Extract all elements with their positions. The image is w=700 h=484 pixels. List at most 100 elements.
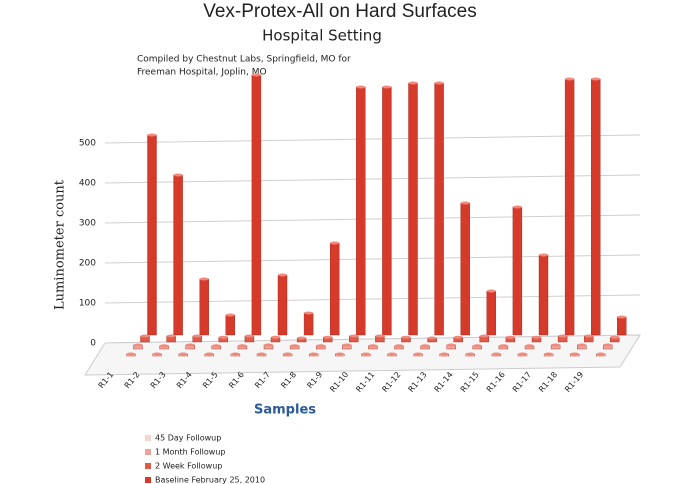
grid-line <box>104 134 641 144</box>
bar-top <box>544 352 554 356</box>
bar-top <box>505 335 515 339</box>
bar-top <box>278 273 287 277</box>
bar-top <box>218 335 228 339</box>
note: Freeman Hospital, Joplin, MO <box>137 68 267 78</box>
bar-top <box>283 352 293 356</box>
bar-top <box>610 335 620 339</box>
bar-top <box>173 173 183 177</box>
bar <box>303 312 314 336</box>
bar-top <box>539 253 548 257</box>
bar-top <box>297 336 307 340</box>
grid-line <box>104 254 641 264</box>
bar-top <box>199 277 209 281</box>
bar <box>591 78 601 336</box>
bar-top <box>434 81 444 85</box>
bar-top <box>591 77 601 81</box>
bar <box>486 290 496 336</box>
bar-top <box>603 343 613 347</box>
bar-top <box>460 201 470 205</box>
bar-top <box>140 334 150 338</box>
bar <box>251 74 262 336</box>
y-tick-label: 400 <box>79 179 96 189</box>
bar-top <box>204 352 214 356</box>
bar-top <box>453 335 463 339</box>
y-tick-label: 300 <box>79 219 96 229</box>
bar-top <box>316 344 326 348</box>
bar-top <box>577 343 587 347</box>
bar <box>382 86 392 336</box>
bar-top <box>356 85 366 89</box>
bar-top <box>551 343 561 347</box>
legend-swatch <box>145 477 151 483</box>
bar-top <box>185 343 195 347</box>
bar <box>225 314 236 336</box>
x-tick-label: R1-19 <box>563 370 585 394</box>
x-tick-label: R1-12 <box>380 370 402 394</box>
bar-top <box>211 344 221 348</box>
bar-top <box>427 336 437 340</box>
bar-top <box>472 344 482 348</box>
bar <box>564 78 575 336</box>
bar-top <box>147 133 157 137</box>
bar-top <box>565 77 575 81</box>
x-tick-label: R1-16 <box>485 370 507 394</box>
y-axis-label: Luminometer count <box>53 179 68 310</box>
bar-top <box>479 334 489 338</box>
x-tick-label: R1-11 <box>354 370 376 394</box>
bar <box>512 206 523 336</box>
bar-top <box>192 334 202 338</box>
bar <box>617 316 627 336</box>
bar-top <box>271 335 280 339</box>
legend-label: Baseline February 25, 2010 <box>155 476 265 484</box>
bar <box>277 274 288 336</box>
bar-top <box>244 334 254 338</box>
bar-top <box>512 205 522 209</box>
bar-top <box>178 352 188 356</box>
bar-top <box>237 344 247 348</box>
bar-top <box>375 334 385 338</box>
bar-top <box>361 352 371 356</box>
x-tick-label: R1-15 <box>459 370 481 394</box>
bar-top <box>225 313 235 317</box>
bar-top <box>264 343 273 347</box>
x-tick-label: R1-17 <box>511 370 533 394</box>
y-tick-label: 500 <box>79 139 96 149</box>
bar-top <box>498 344 508 348</box>
bar-top <box>166 334 176 338</box>
bar-top <box>486 289 496 293</box>
bar-top <box>491 352 501 356</box>
bar-top <box>335 352 345 356</box>
x-tick-label: R1-14 <box>433 370 455 394</box>
bar-top <box>596 352 606 356</box>
note: Compiled by Chestnut Labs, Springfield, … <box>137 55 351 65</box>
legend-label: 45 Day Followup <box>155 434 221 443</box>
x-tick-label: R1-8 <box>279 370 298 390</box>
bar-top <box>420 344 430 348</box>
x-tick-label: R1-18 <box>537 370 559 394</box>
bar-top <box>290 344 300 348</box>
bar-top <box>368 344 378 348</box>
bar-top <box>570 352 580 356</box>
bar-top <box>230 352 240 356</box>
legend-label: 2 Week Followup <box>155 462 222 471</box>
x-tick-label: R1-10 <box>328 370 350 394</box>
bar-top <box>382 85 392 89</box>
x-axis-label: Samples <box>254 403 316 418</box>
bar <box>434 82 444 336</box>
bar-top <box>532 335 541 339</box>
bar-top <box>617 315 627 319</box>
bar <box>330 242 340 336</box>
chart-title: Vex-Protex-All on Hard Surfaces <box>203 1 477 22</box>
bar-top <box>525 344 534 348</box>
bar-top <box>323 335 333 339</box>
bar <box>173 174 183 336</box>
bar-top <box>257 352 266 356</box>
bar-top <box>126 352 136 356</box>
legend-label: 1 Month Followup <box>155 448 226 457</box>
bar-top <box>304 311 314 315</box>
grid-line <box>104 294 641 304</box>
bar-top <box>387 352 397 356</box>
bar-top <box>439 352 449 356</box>
bar-top <box>465 352 475 356</box>
